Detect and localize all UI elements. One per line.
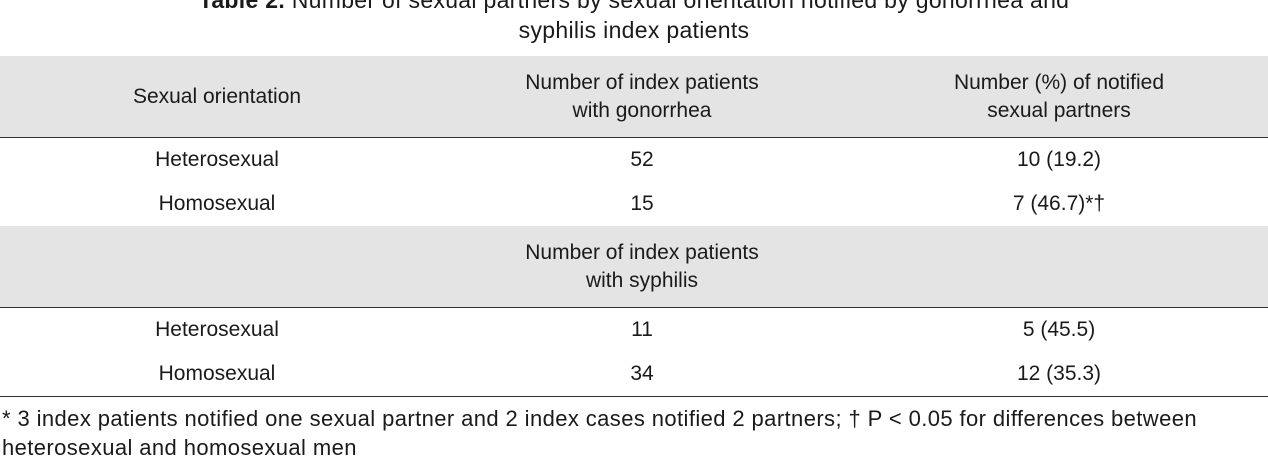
cell-orientation: Homosexual — [158, 192, 276, 215]
cell-index-patients: 15 — [630, 192, 654, 215]
caption-text: Number of sexual partners by sexual orie… — [291, 0, 1070, 13]
subheader-empty-right — [850, 226, 1268, 308]
cell-index-patients: 11 — [434, 307, 850, 352]
table-subheader-row: Number of index patients with syphilis — [0, 226, 1268, 308]
cell-index-patients: 34 — [434, 352, 850, 397]
cell-notified: 5 (45.5) — [850, 307, 1268, 352]
cell-index-patients: 52 — [434, 137, 850, 182]
table-header-row: Sexual orientation Number of index patie… — [0, 56, 1268, 138]
header-notified-line2: sexual partners — [987, 98, 1131, 122]
header-notified-line1: Number (%) of notified — [953, 70, 1165, 94]
cell-notified: 12 (35.3) — [850, 352, 1268, 397]
cell-orientation: Heterosexual — [0, 307, 434, 352]
caption-line-2: syphilis index patients — [518, 17, 750, 43]
subheader-line2: with syphilis — [585, 268, 699, 292]
cell-notified: 10 (19.2) — [850, 137, 1268, 182]
caption-label: Table 2. — [198, 0, 286, 13]
cell-notified: 7 (46.7)*† — [1012, 192, 1106, 215]
subheader-index-patients-syphilis: Number of index patients with syphilis — [434, 226, 850, 308]
cell-orientation: Homosexual — [0, 352, 434, 397]
header-index-patients-line1: Number of index patients — [525, 70, 759, 94]
header-index-patients-line2: with gonorrhea — [572, 98, 712, 122]
table-caption: Table 2. Number of sexual partners by se… — [0, 0, 1268, 45]
table-row: Homosexual 15 7 (46.7)*† — [0, 182, 1268, 226]
table-row: Heterosexual 52 10 (19.2) — [0, 137, 1268, 182]
table-footnote: * 3 index patients notified one sexual p… — [2, 406, 1197, 460]
table-row: Homosexual 34 12 (35.3) — [0, 352, 1268, 397]
caption-line-1: Table 2. Number of sexual partners by se… — [0, 0, 1268, 15]
cell-orientation: Heterosexual — [0, 137, 434, 182]
subheader-line1: Number of index patients — [525, 240, 759, 264]
table-row: Heterosexual 11 5 (45.5) — [0, 307, 1268, 352]
header-sexual-orientation: Sexual orientation — [0, 56, 434, 138]
data-table: Sexual orientation Number of index patie… — [0, 56, 1268, 397]
header-index-patients-gonorrhea: Number of index patients with gonorrhea — [434, 56, 850, 138]
header-notified-partners: Number (%) of notified sexual partners — [850, 56, 1268, 138]
subheader-empty — [0, 226, 434, 308]
